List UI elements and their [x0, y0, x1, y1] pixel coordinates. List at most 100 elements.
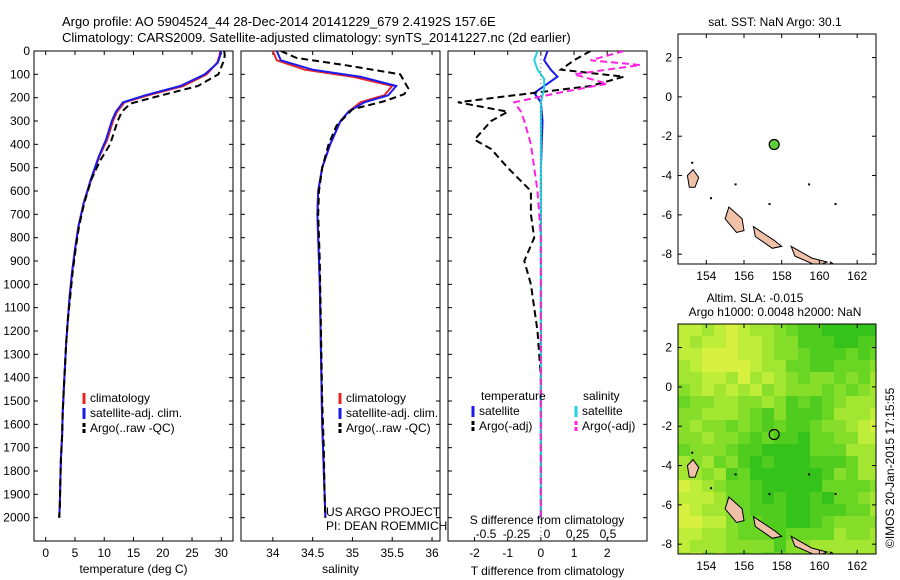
y-tick-label: 0 [665, 380, 672, 394]
sla-cell [702, 444, 715, 457]
sla-cell [678, 324, 691, 337]
sla-cell [798, 468, 811, 481]
sla-cell [702, 504, 715, 517]
sla-cell [858, 468, 871, 481]
sla-cell [726, 324, 739, 337]
sla-cell [690, 336, 703, 349]
sla-cell [798, 504, 811, 517]
sla-cell [858, 456, 871, 469]
sla-cell [702, 372, 715, 385]
sla-cell [786, 360, 799, 373]
map-frame [677, 33, 877, 265]
sla-cell [870, 372, 876, 385]
islet [834, 493, 837, 496]
sla-cell [834, 528, 847, 541]
sla-cell [798, 396, 811, 409]
sla-cell [738, 348, 751, 361]
sla-cell [750, 480, 763, 493]
land-polygon [686, 458, 700, 478]
project-annotation: US ARGO PROJECT [326, 505, 441, 519]
sla-cell [810, 384, 823, 397]
y-tick-label: 1000 [3, 277, 30, 291]
sla-cell [858, 480, 871, 493]
sla-cell [762, 504, 775, 517]
sla-cell [774, 456, 787, 469]
islet [808, 473, 811, 476]
sla-cell [810, 372, 823, 385]
sla-cell [678, 480, 691, 493]
y-tick-label: 100 [10, 67, 30, 81]
sla-cell [726, 420, 739, 433]
x-tick-label: 156 [734, 559, 754, 573]
sla-cell [774, 396, 787, 409]
sla-cell [834, 540, 847, 553]
sla-cell [690, 324, 703, 337]
sla-cell [870, 480, 876, 493]
sla-cell [774, 420, 787, 433]
sla-cell [846, 396, 859, 409]
sla-cell [786, 444, 799, 457]
plot-frame [240, 50, 441, 542]
sst-map-panel: sat. SST: NaN Argo: 30.1 154 156 158 160 162 2… [661, 15, 877, 283]
sla-cell [762, 324, 775, 337]
x-tick-label: -2 [469, 546, 480, 560]
sla-cell [750, 468, 763, 481]
sla-cell [702, 468, 715, 481]
sla-cell [738, 372, 751, 385]
sla-cell [726, 528, 739, 541]
x-tick-label: 35 [346, 546, 360, 560]
sla-map-title-line-1: Altim. SLA: -0.015 [707, 291, 804, 305]
sla-cell [738, 360, 751, 373]
legend-label: climatology [346, 391, 406, 405]
sla-cell [834, 492, 847, 505]
sla-cell [774, 384, 787, 397]
sla-cell [678, 432, 691, 445]
sla-cell [714, 408, 727, 421]
y-tick-label: -4 [661, 459, 672, 473]
sla-cell [822, 528, 835, 541]
sla-cell [846, 456, 859, 469]
sla-cell [678, 504, 691, 517]
temperature-panel: 0100200300400500600700800900100011001200… [3, 44, 234, 576]
sla-cell [690, 552, 703, 554]
sla-cell [762, 384, 775, 397]
sla-cell [834, 504, 847, 517]
sla-cell [714, 468, 727, 481]
sla-cell [786, 492, 799, 505]
sla-cell [786, 336, 799, 349]
x-tick-label: 154 [696, 559, 716, 573]
series-0-line [532, 51, 560, 518]
x-tick-label: 158 [772, 269, 792, 283]
sla-cell [750, 492, 763, 505]
sla-map-title-line-2: Argo h1000: 0.0048 h2000: NaN [689, 305, 862, 319]
sla-cell [786, 348, 799, 361]
sla-cell [810, 396, 823, 409]
sla-cell [678, 360, 691, 373]
sla-cell [678, 384, 691, 397]
sla-cell [726, 372, 739, 385]
sla-cell [858, 372, 871, 385]
legend-label: satellite [582, 404, 623, 418]
series-1-line [58, 51, 222, 518]
sla-cell [870, 516, 876, 529]
sla-cell [702, 384, 715, 397]
sla-cell [786, 420, 799, 433]
sla-cell [822, 540, 835, 553]
x-tick-label: 30 [215, 546, 229, 560]
sla-cell [822, 372, 835, 385]
x-tick-label: 15 [127, 546, 141, 560]
sla-cell [678, 396, 691, 409]
secondary-x-tick-label: 0.25 [566, 527, 590, 541]
sla-cell [870, 444, 876, 457]
islet [768, 203, 771, 206]
secondary-x-axis-label: S difference from climatology [470, 513, 625, 527]
sla-cell [846, 552, 859, 554]
sla-cell [858, 336, 871, 349]
x-tick-label: 160 [809, 269, 829, 283]
sla-cell [798, 348, 811, 361]
sla-cell [858, 384, 871, 397]
sla-cell [798, 516, 811, 529]
sla-cell [834, 480, 847, 493]
land-polygon [686, 168, 700, 188]
sla-cell [690, 420, 703, 433]
